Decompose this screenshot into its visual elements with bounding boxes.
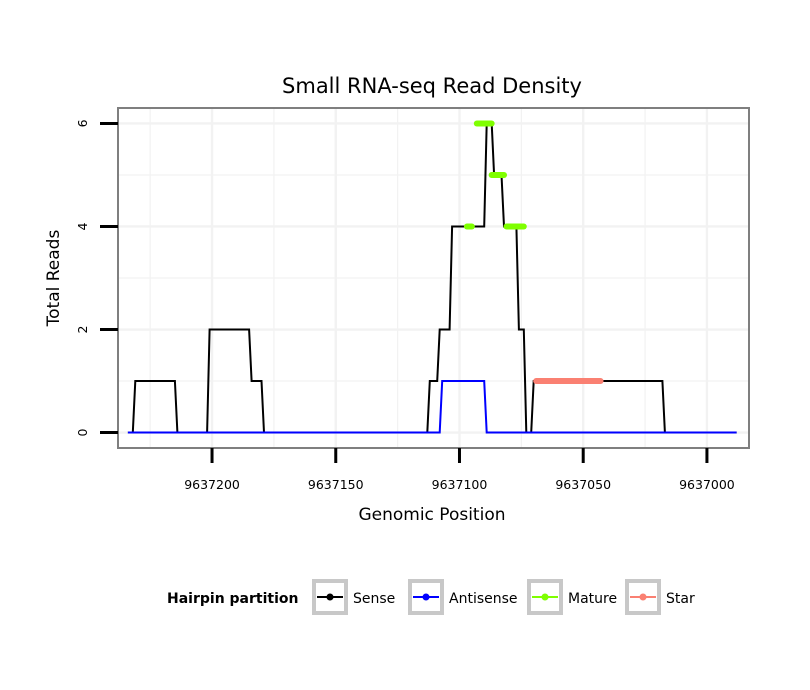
x-tick-label: 9637100 [432, 477, 488, 492]
series-layer [127, 120, 737, 434]
y-tick-label: 2 [75, 326, 90, 334]
x-tick-label: 9637150 [308, 477, 364, 492]
legend: Hairpin partition Sense Antisense Mature St… [167, 579, 695, 615]
legend-key-marker [541, 593, 549, 601]
series-line-antisense [127, 380, 737, 434]
y-axis: 0 2 4 6 [75, 119, 118, 437]
legend-label: Star [666, 591, 695, 607]
legend-key-marker [422, 593, 430, 601]
y-tick-label: 4 [75, 222, 90, 230]
legend-label: Mature [568, 591, 617, 607]
legend-key-marker [639, 593, 647, 601]
chart-title: Small RNA-seq Read Density [282, 74, 582, 98]
y-tick-label: 6 [75, 119, 90, 127]
panel-border [117, 107, 750, 449]
x-tick-label: 9637050 [555, 477, 611, 492]
legend-item-mature: Mature [527, 579, 617, 615]
legend-item-sense: Sense [312, 579, 395, 615]
legend-key-marker [326, 593, 334, 601]
legend-item-antisense: Antisense [408, 579, 518, 615]
y-tick-label: 0 [75, 429, 90, 437]
legend-item-star: Star [625, 579, 695, 615]
legend-label: Sense [353, 591, 395, 607]
x-tick-label: 9637000 [679, 477, 735, 492]
x-axis: 9637200 9637150 9637100 9637050 9637000 [184, 448, 735, 492]
legend-label: Antisense [449, 591, 518, 607]
x-tick-label: 9637200 [184, 477, 240, 492]
y-axis-label: Total Reads [44, 230, 64, 328]
legend-title: Hairpin partition [167, 591, 298, 607]
x-axis-label: Genomic Position [358, 505, 505, 525]
